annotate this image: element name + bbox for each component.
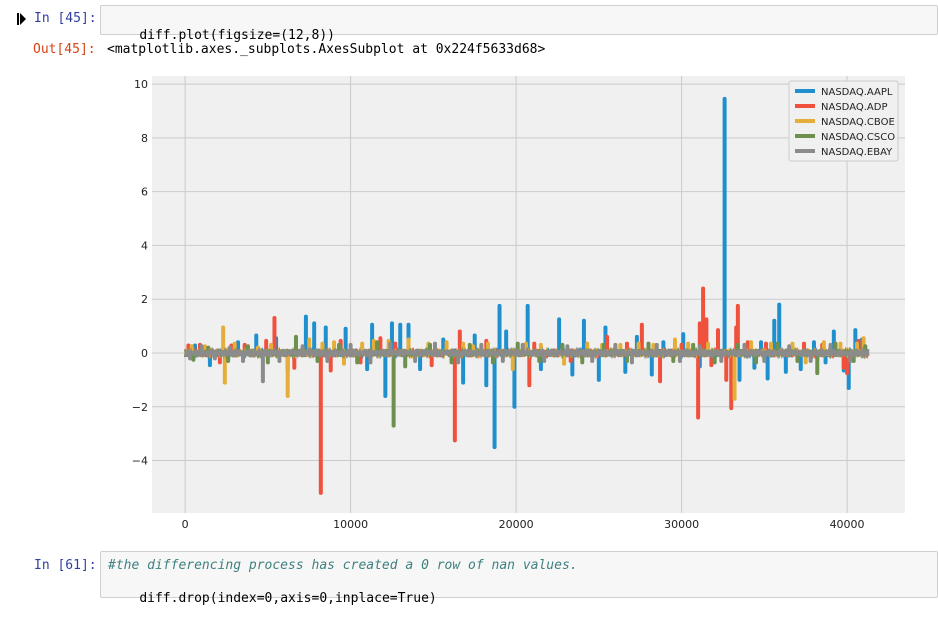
y-tick-label: 4 (141, 239, 148, 252)
legend-label: NASDAQ.CSCO (821, 132, 895, 143)
x-tick-label: 30000 (664, 518, 699, 531)
legend-label: NASDAQ.CBOE (821, 117, 895, 128)
plot-area (152, 76, 905, 513)
run-cell-icon[interactable] (17, 13, 26, 25)
line-chart: 0 10000 20000 30000 40000 −4 −2 0 2 4 6 8 10 NASDAQ… (132, 76, 905, 531)
code-line: diff.drop(index=0,axis=0,inplace=True) (108, 575, 437, 623)
code-comment: #the differencing process has created a … (108, 558, 578, 573)
y-tick-label: 6 (141, 186, 148, 199)
series-line (184, 346, 870, 360)
y-tick-label: 10 (134, 78, 148, 91)
code-line: diff.plot(figsize=(12,8)) (108, 12, 335, 60)
y-tick-label: 0 (141, 347, 148, 360)
legend: NASDAQ.AAPL NASDAQ.ADP NASDAQ.CBOE NASDAQ.C… (788, 80, 899, 162)
y-axis: −4 −2 0 2 4 6 8 10 (132, 78, 148, 467)
series-group (184, 96, 870, 495)
input-prompt-61: In [61]: (34, 558, 97, 573)
x-axis: 0 10000 20000 30000 40000 (182, 518, 865, 531)
output-prompt-45: Out[45]: (33, 42, 96, 57)
code-cell-61[interactable]: #the differencing process has created a … (100, 551, 938, 606)
y-tick-label: 8 (141, 132, 148, 145)
y-tick-label: −2 (132, 401, 148, 414)
code-text: diff.drop(index=0,axis=0,inplace=True) (139, 591, 437, 606)
legend-label: NASDAQ.AAPL (821, 87, 893, 98)
legend-label: NASDAQ.ADP (821, 102, 887, 113)
code-cell-45[interactable]: diff.plot(figsize=(12,8)) (100, 5, 938, 43)
x-tick-label: 10000 (333, 518, 368, 531)
output-repr: <matplotlib.axes._subplots.AxesSubplot a… (107, 42, 546, 57)
legend-label: NASDAQ.EBAY (821, 147, 893, 158)
code-text: diff.plot(figsize=(12,8)) (139, 28, 335, 43)
input-prompt-45: In [45]: (34, 11, 97, 26)
x-tick-label: 40000 (830, 518, 865, 531)
x-tick-label: 20000 (499, 518, 534, 531)
y-tick-label: −4 (132, 455, 148, 468)
x-tick-label: 0 (182, 518, 189, 531)
series-nasdaq-ebay (184, 341, 870, 384)
y-tick-label: 2 (141, 293, 148, 306)
